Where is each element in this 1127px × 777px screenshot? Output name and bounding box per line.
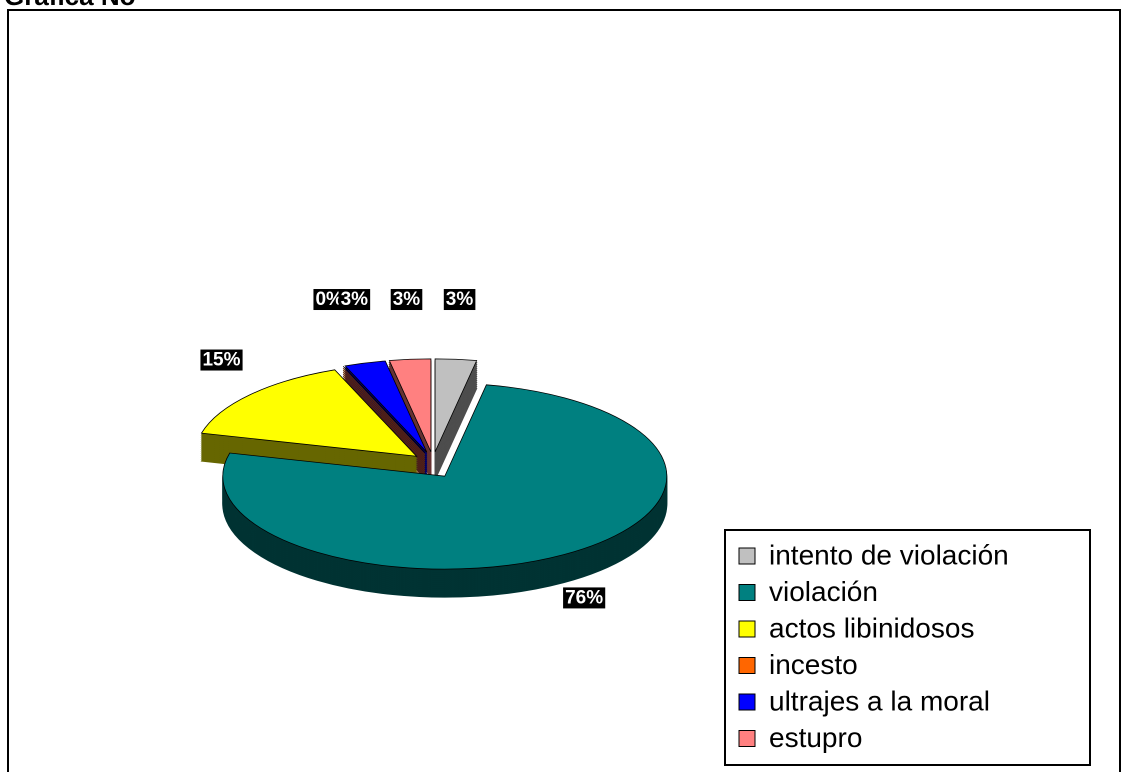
chart-frame — [7, 9, 1121, 777]
slice-side — [342, 371, 426, 460]
data-label-box — [200, 349, 243, 371]
slice-side — [342, 369, 426, 458]
data-label: 3% — [338, 289, 371, 311]
legend-label: intento de violación — [769, 539, 1009, 570]
chart-title: Gráfica No — [4, 0, 136, 11]
data-label: 0% — [313, 289, 346, 311]
slice — [344, 360, 428, 453]
slice — [342, 365, 426, 454]
data-label-text: 3% — [393, 289, 421, 310]
data-label-box — [443, 289, 476, 311]
data-label: 76% — [563, 587, 606, 609]
legend-swatch — [738, 730, 756, 747]
data-label-box — [563, 587, 606, 609]
slice — [222, 384, 668, 570]
data-label: 15% — [200, 349, 243, 371]
legend-label: ultrajes a la moral — [769, 685, 990, 716]
legend-label: incesto — [769, 649, 858, 680]
legend-label: actos libinidosos — [769, 612, 974, 643]
legend-swatch — [738, 657, 756, 674]
data-label-box — [313, 289, 346, 311]
data-label-box — [338, 289, 371, 311]
legend-swatch — [738, 693, 756, 711]
data-label-box — [390, 289, 423, 311]
slice-side — [342, 375, 426, 464]
data-label: 3% — [443, 289, 476, 311]
legend-label: violación — [769, 576, 878, 607]
data-label-text: 15% — [202, 350, 240, 371]
legend-label: estupro — [769, 722, 862, 753]
data-label-text: 0% — [315, 289, 343, 310]
slice — [200, 369, 418, 457]
legend-swatch — [738, 547, 756, 565]
slice-side — [342, 373, 426, 462]
slice — [388, 358, 432, 453]
legend-swatch — [738, 584, 756, 601]
slice-side — [342, 367, 426, 456]
data-label-text: 76% — [565, 587, 603, 608]
data-label: 3% — [390, 289, 423, 311]
legend-box — [724, 529, 1091, 766]
data-label-text: 3% — [341, 289, 369, 310]
data-label-text: 3% — [446, 289, 474, 310]
legend-swatch — [738, 620, 756, 638]
slice — [434, 358, 478, 453]
